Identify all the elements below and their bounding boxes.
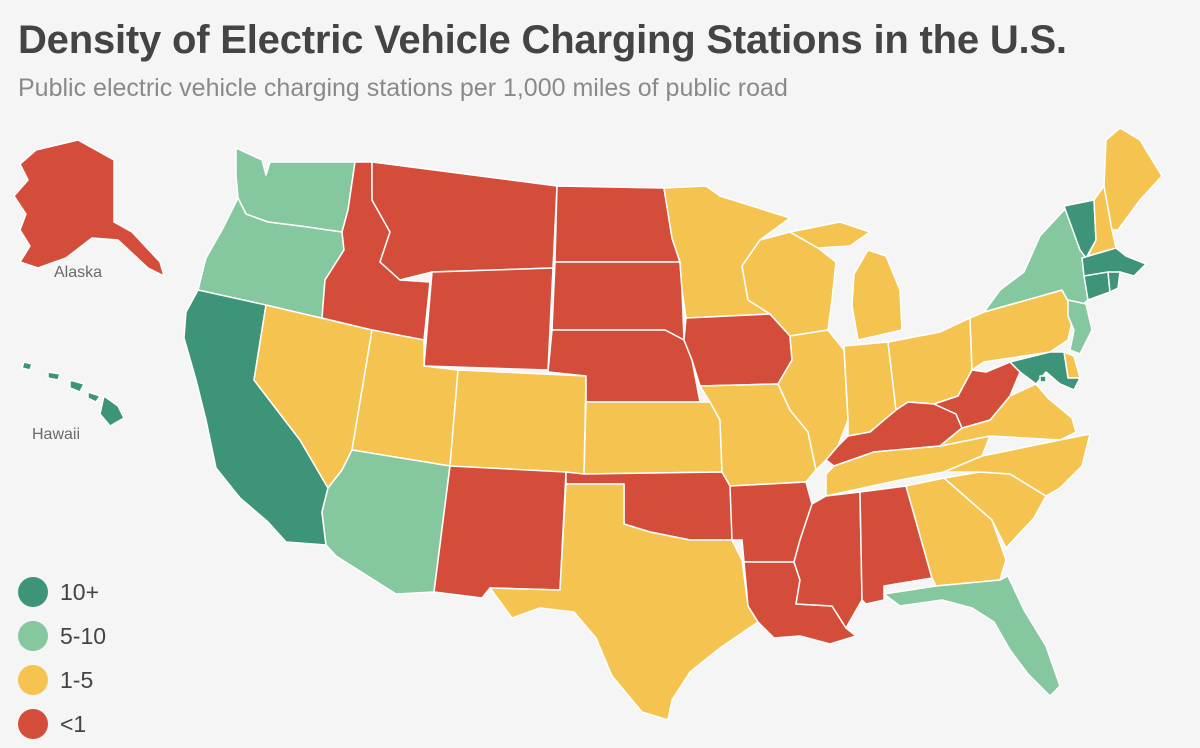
- state-az[interactable]: [321, 449, 451, 595]
- state-nj[interactable]: [1067, 299, 1093, 355]
- state-tn[interactable]: [825, 435, 991, 497]
- state-sd[interactable]: [551, 261, 685, 341]
- state-co[interactable]: [449, 369, 587, 475]
- legend-label: <1: [60, 710, 87, 737]
- state-ks[interactable]: [583, 401, 723, 475]
- state-tx[interactable]: [489, 483, 759, 721]
- state-mi[interactable]: [789, 221, 903, 341]
- state-fl[interactable]: [883, 575, 1061, 697]
- alaska-label: Alaska: [54, 264, 103, 281]
- page-title: Density of Electric Vehicle Charging Sta…: [18, 18, 1067, 62]
- state-ms[interactable]: [793, 491, 863, 629]
- state-il[interactable]: [777, 329, 849, 471]
- legend-swatch: [18, 577, 48, 607]
- legend-item-lt1: <1: [18, 702, 106, 746]
- state-nc[interactable]: [943, 433, 1091, 497]
- state-nm[interactable]: [433, 465, 567, 599]
- hawaii-label: Hawaii: [32, 426, 81, 443]
- legend-item-5-10: 5-10: [18, 614, 106, 658]
- state-ri[interactable]: [1107, 271, 1121, 293]
- legend-swatch: [18, 709, 48, 739]
- state-md[interactable]: [1009, 351, 1081, 391]
- state-ct[interactable]: [1083, 271, 1111, 301]
- legend-label: 1-5: [60, 666, 94, 693]
- state-dc[interactable]: [1039, 375, 1047, 383]
- legend-label: 10+: [60, 578, 100, 605]
- state-mt[interactable]: [371, 161, 558, 281]
- legend-item-1-5: 1-5: [18, 658, 106, 702]
- state-hi[interactable]: [21, 361, 125, 427]
- state-ia[interactable]: [683, 313, 793, 387]
- legend-label: 5-10: [60, 622, 107, 649]
- state-wy[interactable]: [423, 267, 554, 371]
- legend-swatch: [18, 621, 48, 651]
- legend: 10+ 5-10 1-5 <1: [18, 570, 106, 746]
- state-ak[interactable]: [13, 139, 165, 277]
- state-nd[interactable]: [554, 185, 681, 263]
- page-subtitle: Public electric vehicle charging station…: [18, 74, 788, 102]
- state-me[interactable]: [1103, 127, 1163, 231]
- legend-swatch: [18, 665, 48, 695]
- legend-item-10plus: 10+: [18, 570, 106, 614]
